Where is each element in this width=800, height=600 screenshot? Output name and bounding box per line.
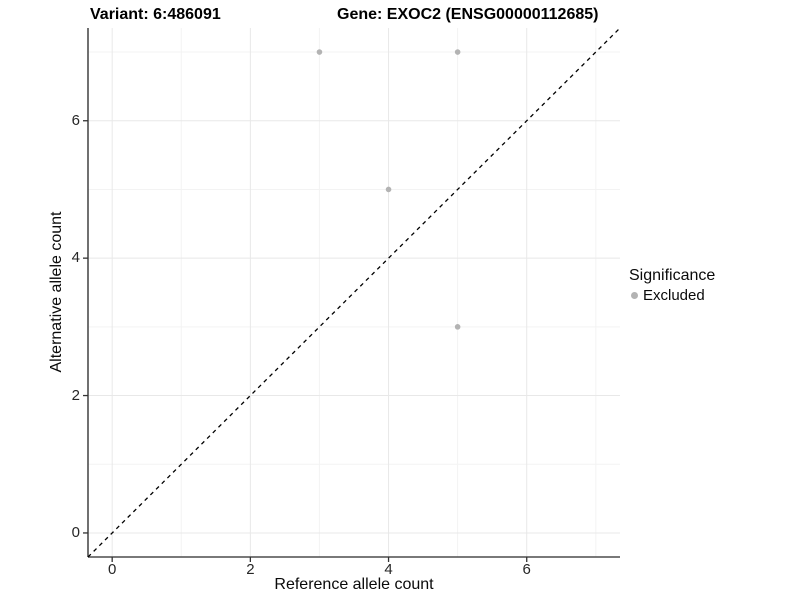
x-tick-label: 2 [246, 561, 255, 578]
legend: Significance Excluded [629, 267, 715, 304]
legend-title: Significance [629, 267, 716, 284]
x-tick-label: 0 [108, 561, 117, 578]
x-axis-label: Reference allele count [274, 576, 434, 593]
y-axis-label: Alternative allele count [48, 211, 65, 373]
y-tick-label: 0 [71, 523, 80, 541]
y-tick-label: 4 [71, 249, 80, 267]
x-tick-label: 6 [522, 561, 531, 578]
y-tick-label: 6 [71, 111, 80, 129]
x-tick-label: 4 [384, 561, 393, 578]
identity-dashed-line [87, 27, 621, 558]
legend-entry-label: Excluded [643, 287, 705, 304]
data-point-excluded [454, 49, 461, 55]
data-point-excluded [385, 186, 392, 193]
legend-entry-excluded: Excluded [629, 287, 715, 304]
y-tick-label: 2 [71, 386, 80, 404]
data-point-excluded [316, 49, 323, 55]
plot-title-gene: Gene: EXOC2 (ENSG00000112685) [337, 6, 599, 23]
legend-point-icon [631, 292, 638, 299]
data-point-excluded [454, 324, 461, 330]
plot-title-variant: Variant: 6:486091 [90, 6, 221, 23]
